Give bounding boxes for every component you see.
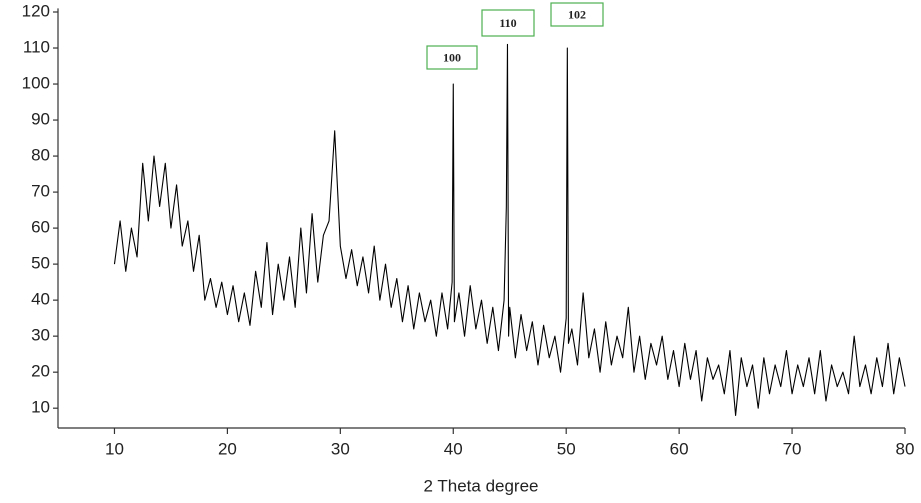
x-tick-label: 20 bbox=[218, 439, 237, 458]
annotation-box bbox=[550, 2, 604, 27]
y-tick-label: 110 bbox=[23, 38, 50, 57]
data-line bbox=[113, 43, 906, 416]
y-tick-label: 100 bbox=[22, 74, 50, 93]
x-tick-label: 80 bbox=[896, 439, 915, 458]
x-tick-label: 60 bbox=[670, 439, 689, 458]
x-axis-label: 2 Theta degree bbox=[424, 476, 539, 495]
annotation: 102 bbox=[568, 7, 586, 21]
x-tick-label: 70 bbox=[783, 439, 802, 458]
annotation-box bbox=[481, 9, 535, 37]
x-tick-label: 50 bbox=[557, 439, 576, 458]
y-tick-label: 60 bbox=[31, 218, 50, 237]
x-tick-label: 10 bbox=[105, 439, 124, 458]
y-tick-label: 120 bbox=[22, 1, 50, 20]
x-tick-label: 40 bbox=[444, 439, 463, 458]
y-tick-label: 70 bbox=[31, 182, 50, 201]
y-tick-label: 50 bbox=[31, 254, 50, 273]
y-tick-label: 20 bbox=[31, 362, 50, 381]
y-tick-label: 80 bbox=[31, 146, 50, 165]
y-tick-label: 90 bbox=[31, 110, 50, 129]
y-tick-label: 30 bbox=[31, 326, 50, 345]
y-tick-label: 40 bbox=[31, 290, 50, 309]
annotation-box bbox=[426, 45, 478, 70]
annotation: 110 bbox=[499, 16, 516, 30]
y-tick-label: 10 bbox=[31, 398, 50, 417]
annotation: 100 bbox=[443, 50, 461, 64]
x-tick-label: 30 bbox=[331, 439, 350, 458]
